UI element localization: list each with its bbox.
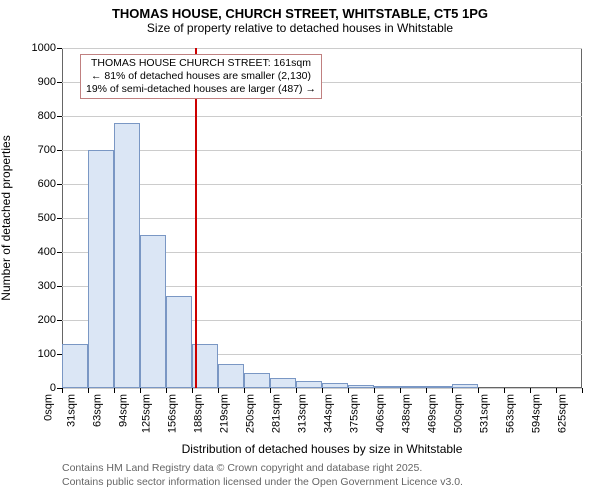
- ytick-label: 700: [38, 144, 56, 156]
- histogram-bar: [374, 386, 400, 388]
- xtick-label: 313sqm: [296, 394, 308, 433]
- xtick-mark: [478, 388, 479, 393]
- gridline: [62, 218, 582, 219]
- histogram-bar: [140, 235, 166, 388]
- chart-subtitle: Size of property relative to detached ho…: [0, 21, 600, 37]
- histogram-bar: [244, 373, 270, 388]
- ytick-label: 400: [38, 246, 56, 258]
- ytick-label: 0: [50, 382, 56, 394]
- histogram-bar: [270, 378, 296, 388]
- xtick-mark: [192, 388, 193, 393]
- xtick-mark: [530, 388, 531, 393]
- annotation-line-2: ← 81% of detached houses are smaller (2,…: [86, 70, 316, 83]
- xtick-label: 281sqm: [270, 394, 282, 433]
- xtick-label: 94sqm: [117, 394, 129, 427]
- annotation-box: THOMAS HOUSE CHURCH STREET: 161sqm ← 81%…: [80, 54, 322, 99]
- xtick-mark: [556, 388, 557, 393]
- xtick-label: 250sqm: [244, 394, 256, 433]
- xtick-label: 219sqm: [218, 394, 230, 433]
- ytick-mark: [57, 286, 62, 287]
- xtick-mark: [296, 388, 297, 393]
- histogram-bar: [322, 383, 348, 388]
- xtick-label: 531sqm: [478, 394, 490, 433]
- xtick-label: 406sqm: [374, 394, 386, 433]
- ytick-mark: [57, 150, 62, 151]
- x-axis-title: Distribution of detached houses by size …: [62, 442, 582, 456]
- xtick-mark: [400, 388, 401, 393]
- ytick-label: 800: [38, 110, 56, 122]
- ytick-mark: [57, 116, 62, 117]
- xtick-label: 438sqm: [400, 394, 412, 433]
- xtick-mark: [322, 388, 323, 393]
- ytick-label: 1000: [32, 42, 56, 54]
- xtick-label: 31sqm: [65, 394, 77, 427]
- histogram-bar: [452, 384, 478, 388]
- ytick-mark: [57, 82, 62, 83]
- ytick-mark: [57, 48, 62, 49]
- xtick-label: 594sqm: [530, 394, 542, 433]
- ytick-mark: [57, 184, 62, 185]
- chart-title: THOMAS HOUSE, CHURCH STREET, WHITSTABLE,…: [0, 0, 600, 21]
- histogram-bar: [88, 150, 114, 388]
- xtick-label: 625sqm: [556, 394, 568, 433]
- xtick-label: 563sqm: [504, 394, 516, 433]
- histogram-bar: [296, 381, 322, 388]
- xtick-mark: [218, 388, 219, 393]
- xtick-mark: [166, 388, 167, 393]
- xtick-label: 375sqm: [348, 394, 360, 433]
- gridline: [62, 184, 582, 185]
- annotation-line-3: 19% of semi-detached houses are larger (…: [86, 83, 316, 96]
- xtick-mark: [452, 388, 453, 393]
- xtick-mark: [244, 388, 245, 393]
- footer-line-2: Contains public sector information licen…: [62, 476, 463, 490]
- xtick-label: 0sqm: [43, 394, 55, 421]
- histogram-bar: [426, 386, 452, 388]
- ytick-label: 200: [38, 314, 56, 326]
- xtick-mark: [348, 388, 349, 393]
- footer-line-1: Contains HM Land Registry data © Crown c…: [62, 462, 463, 476]
- footer: Contains HM Land Registry data © Crown c…: [62, 462, 463, 489]
- xtick-mark: [426, 388, 427, 393]
- xtick-mark: [88, 388, 89, 393]
- xtick-mark: [62, 388, 63, 393]
- ytick-mark: [57, 320, 62, 321]
- xtick-label: 500sqm: [452, 394, 464, 433]
- histogram-bar: [62, 344, 88, 388]
- xtick-label: 188sqm: [192, 394, 204, 433]
- histogram-bar: [218, 364, 244, 388]
- xtick-label: 156sqm: [166, 394, 178, 433]
- xtick-mark: [270, 388, 271, 393]
- histogram-bar: [166, 296, 192, 388]
- ytick-label: 500: [38, 212, 56, 224]
- xtick-label: 125sqm: [140, 394, 152, 433]
- histogram-bar: [348, 385, 374, 388]
- xtick-label: 63sqm: [91, 394, 103, 427]
- xtick-mark: [582, 388, 583, 393]
- annotation-line-1: THOMAS HOUSE CHURCH STREET: 161sqm: [86, 57, 316, 70]
- ytick-label: 900: [38, 76, 56, 88]
- ytick-label: 300: [38, 280, 56, 292]
- gridline: [62, 48, 582, 49]
- ytick-label: 600: [38, 178, 56, 190]
- y-axis-title: Number of detached properties: [0, 135, 13, 300]
- xtick-label: 344sqm: [322, 394, 334, 433]
- histogram-bar: [114, 123, 140, 388]
- histogram-bar: [400, 386, 426, 388]
- gridline: [62, 150, 582, 151]
- xtick-mark: [504, 388, 505, 393]
- xtick-mark: [140, 388, 141, 393]
- ytick-label: 100: [38, 348, 56, 360]
- ytick-mark: [57, 252, 62, 253]
- gridline: [62, 116, 582, 117]
- chart-container: { "title": "THOMAS HOUSE, CHURCH STREET,…: [0, 0, 600, 500]
- ytick-mark: [57, 218, 62, 219]
- xtick-mark: [114, 388, 115, 393]
- xtick-mark: [374, 388, 375, 393]
- xtick-label: 469sqm: [426, 394, 438, 433]
